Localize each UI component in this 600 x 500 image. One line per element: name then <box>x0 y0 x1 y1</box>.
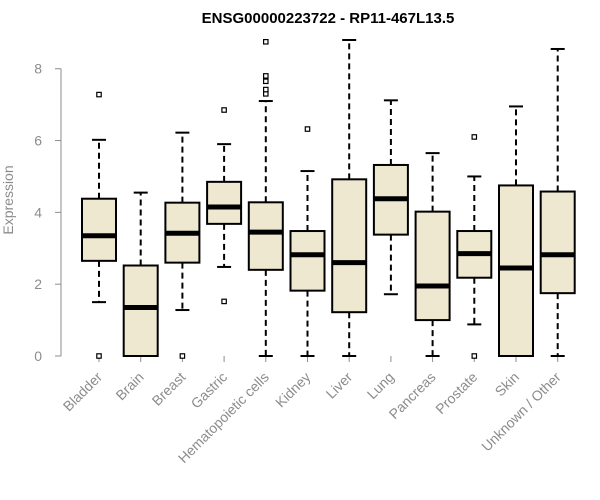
box-iqr <box>414 210 451 322</box>
x-tick-label: Lung <box>364 369 397 402</box>
outlier-point <box>221 107 227 113</box>
box-prostate <box>456 134 493 359</box>
x-tick-label: Breast <box>149 369 189 409</box>
outlier-point <box>471 353 478 359</box>
box-iqr <box>206 180 243 225</box>
x-tick-label: Kidney <box>272 369 314 411</box>
outlier-point <box>263 86 269 93</box>
outlier-point <box>179 353 186 359</box>
box-iqr <box>247 201 284 271</box>
y-tick-label: 6 <box>34 133 42 149</box>
box-iqr <box>122 264 159 357</box>
box-bladder <box>81 91 117 359</box>
x-tick-label: Prostate <box>432 369 480 417</box>
box-iqr <box>539 190 576 295</box>
box-breast <box>164 131 201 359</box>
y-tick-label: 2 <box>34 276 42 292</box>
box-iqr <box>289 230 326 292</box>
y-axis-label: Expression <box>0 165 16 234</box>
outlier-point <box>263 38 269 45</box>
box-iqr <box>331 178 368 314</box>
outlier-point <box>96 353 102 359</box>
box-kidney <box>289 126 326 357</box>
y-tick-label: 8 <box>34 61 42 77</box>
box-gastric <box>206 107 243 305</box>
outlier-point <box>471 134 478 140</box>
outlier-point <box>221 298 227 305</box>
box-iqr <box>81 197 117 262</box>
box-brain <box>122 191 159 357</box>
box-hematopoietic-cells <box>247 38 284 357</box>
box-skin <box>498 105 534 357</box>
boxes-group <box>81 38 576 359</box>
box-liver <box>331 39 368 357</box>
y-tick-label: 4 <box>34 204 42 220</box>
box-pancreas <box>414 152 451 357</box>
x-tick-label: Unknown / Other <box>478 369 564 455</box>
box-unknown-other <box>539 47 576 357</box>
box-iqr <box>498 184 534 357</box>
x-tick-label: Brain <box>112 369 146 403</box>
outlier-point <box>304 126 311 132</box>
outlier-point <box>96 91 102 98</box>
y-axis: 0 2 4 6 8 <box>34 61 62 364</box>
x-tick-label: Liver <box>323 369 356 402</box>
x-tick-label: Skin <box>492 369 523 400</box>
outlier-point <box>263 73 269 79</box>
outlier-point <box>263 78 269 85</box>
y-tick-label: 0 <box>34 348 42 364</box>
chart-title: ENSG00000223722 - RP11-467L13.5 <box>202 10 455 27</box>
x-tick-label: Bladder <box>60 369 106 415</box>
box-lung <box>372 99 409 296</box>
